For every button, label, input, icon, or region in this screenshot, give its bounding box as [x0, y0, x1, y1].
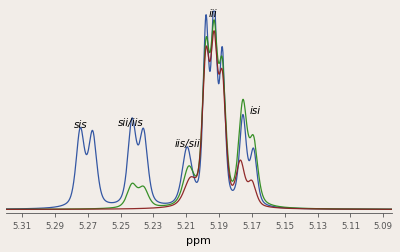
- Text: sis: sis: [74, 119, 87, 130]
- Text: isi: isi: [250, 106, 260, 116]
- Text: sii/iis: sii/iis: [118, 118, 144, 128]
- Text: iii: iii: [209, 9, 218, 19]
- X-axis label: ppm: ppm: [186, 236, 211, 246]
- Text: iis/sii: iis/sii: [174, 139, 200, 149]
